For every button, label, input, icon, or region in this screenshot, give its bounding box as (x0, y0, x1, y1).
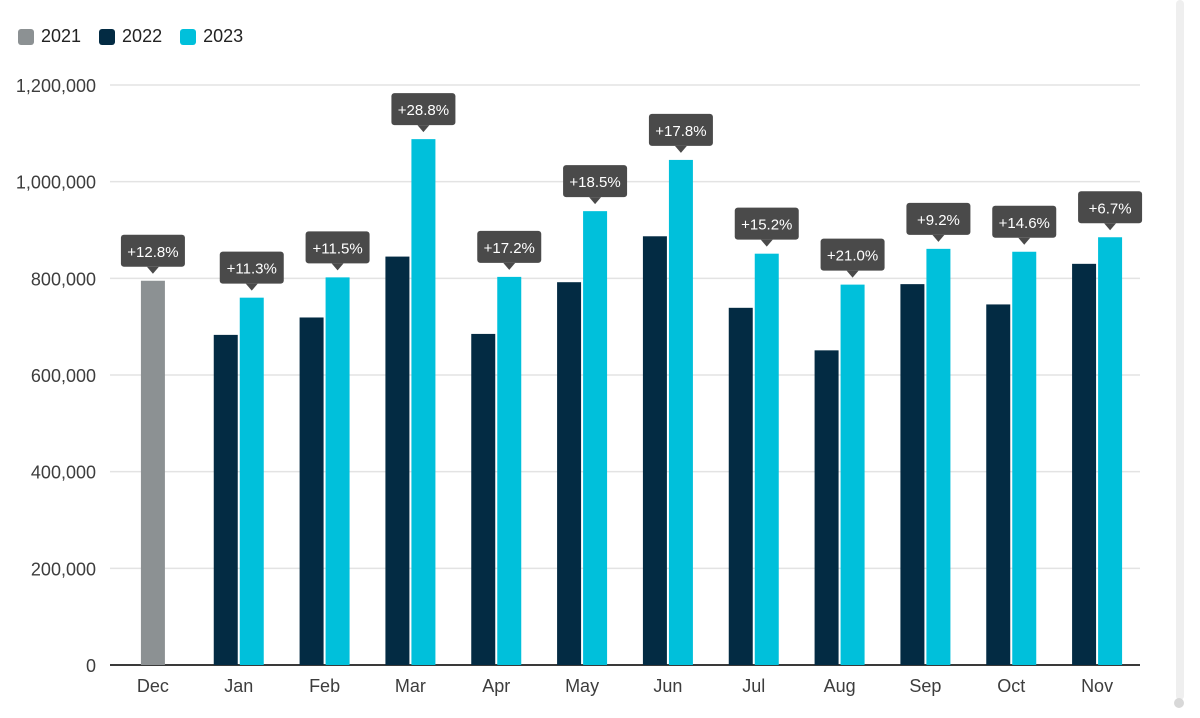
bar-2023-apr (497, 276, 522, 665)
bar-2022-feb (299, 317, 324, 665)
data-label-pointer (1018, 237, 1031, 245)
x-tick-label: Nov (1081, 676, 1113, 696)
bar-2022-may (557, 282, 582, 665)
x-tick-label: Jun (653, 676, 682, 696)
data-label-box (906, 202, 971, 235)
data-label-box (820, 238, 885, 271)
x-tick-label: Oct (997, 676, 1025, 696)
data-label-box (391, 93, 456, 126)
bar-2022-jul (728, 307, 753, 665)
x-tick-label: May (565, 676, 599, 696)
scrollbar-handle[interactable] (1174, 698, 1184, 708)
data-label-pointer (331, 263, 344, 271)
data-label: +17.8% (655, 123, 706, 140)
bar-2023-oct (1012, 251, 1037, 665)
bar-2022-oct (986, 304, 1011, 665)
legend-item-2021[interactable]: 2021 (18, 26, 81, 47)
bar-2022-jan (213, 334, 238, 665)
data-label-pointer (760, 239, 773, 247)
scrollbar-track[interactable] (1176, 0, 1184, 700)
x-tick-label: Sep (909, 676, 941, 696)
legend-swatch-2022 (99, 28, 116, 45)
bar-2023-jun (668, 159, 693, 665)
bar-2023-jul (754, 253, 779, 665)
legend-item-2022[interactable]: 2022 (99, 26, 162, 47)
x-tick-label: Jan (224, 676, 253, 696)
x-tick-label: Dec (137, 676, 169, 696)
data-label: +21.0% (827, 248, 878, 265)
x-tick-label: Jul (742, 676, 765, 696)
data-label: +11.5% (312, 240, 362, 257)
data-label-pointer (146, 266, 159, 274)
bar-2022-sep (900, 284, 925, 665)
bar-2021-dec (140, 280, 165, 665)
bar-2022-nov (1072, 263, 1097, 665)
data-label: +17.2% (484, 240, 535, 257)
data-label: +14.6% (999, 215, 1050, 232)
bar-2023-aug (840, 284, 865, 665)
data-label-box (477, 230, 542, 263)
y-tick-label: 0 (86, 656, 96, 676)
x-tick-label: Aug (824, 676, 856, 696)
data-label: +12.8% (127, 244, 178, 261)
legend: 2021 2022 2023 (18, 26, 243, 47)
data-label-pointer (589, 197, 602, 205)
data-label: +15.2% (741, 217, 792, 234)
data-label-pointer (1104, 223, 1117, 231)
bar-2023-sep (926, 248, 951, 665)
bar-2022-jun (642, 236, 667, 666)
data-label-pointer (245, 283, 258, 291)
data-label-box (1078, 191, 1143, 224)
data-label-pointer (846, 270, 859, 278)
x-tick-label: Apr (482, 676, 510, 696)
legend-label-2022: 2022 (122, 26, 163, 46)
y-tick-label: 800,000 (31, 269, 96, 289)
legend-swatch-2021 (18, 28, 34, 45)
legend-label-2023: 2023 (203, 26, 244, 46)
data-label-box (992, 205, 1057, 238)
data-label-box (305, 231, 370, 264)
data-label-box (648, 113, 713, 146)
y-tick-label: 400,000 (31, 463, 96, 483)
y-tick-label: 1,000,000 (16, 173, 96, 193)
bar-2023-may (583, 211, 608, 665)
data-label-box (734, 207, 799, 240)
bar-2022-mar (385, 256, 410, 665)
x-tick-label: Mar (395, 676, 426, 696)
data-label-pointer (417, 125, 430, 133)
data-label-pointer (503, 262, 516, 270)
data-label: +18.5% (569, 174, 620, 191)
data-label-pointer (674, 145, 687, 153)
y-tick-label: 200,000 (31, 559, 96, 579)
data-label-box (563, 165, 628, 198)
x-tick-label: Feb (309, 676, 340, 696)
bar-2023-mar (411, 139, 436, 666)
data-label-box (219, 251, 284, 284)
bar-2023-feb (325, 277, 350, 665)
y-tick-label: 600,000 (31, 366, 96, 386)
legend-item-2023[interactable]: 2023 (180, 26, 243, 47)
data-label: +28.8% (398, 102, 449, 119)
bar-2022-aug (814, 350, 839, 665)
data-label: +11.3% (227, 261, 277, 278)
bar-2023-nov (1098, 237, 1123, 665)
data-label: +6.7% (1089, 200, 1132, 217)
legend-swatch-2023 (180, 28, 197, 45)
data-label-box (120, 234, 185, 267)
data-label-pointer (932, 234, 945, 242)
bar-2023-jan (239, 297, 264, 665)
y-tick-label: 1,200,000 (16, 76, 96, 96)
data-label: +9.2% (917, 212, 960, 229)
bar-2022-apr (471, 333, 496, 665)
legend-label-2021: 2021 (41, 26, 82, 46)
